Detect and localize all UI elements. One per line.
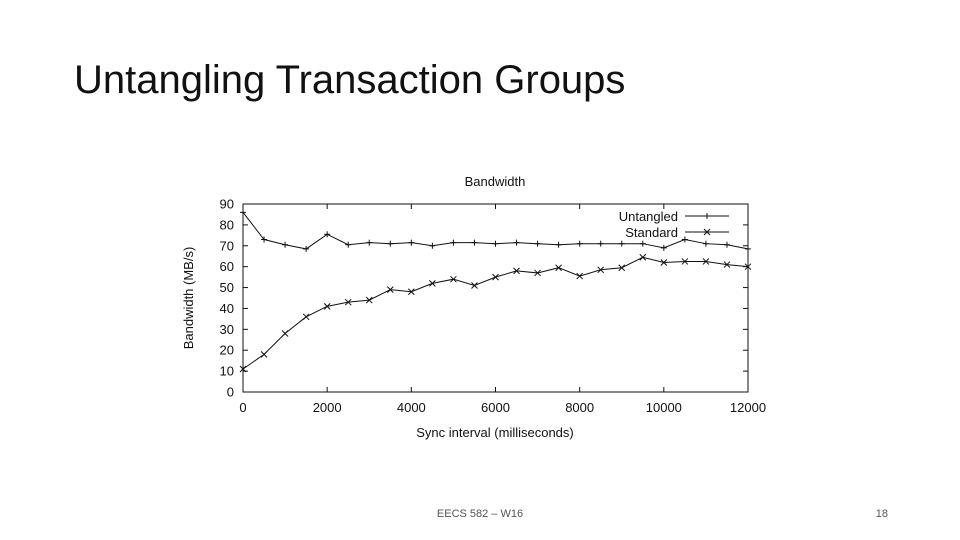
data-point-standard (260, 351, 268, 358)
data-point-untangled (240, 209, 246, 216)
data-point-standard (471, 282, 478, 289)
slide-footer: EECS 582 – W16 (436, 508, 524, 520)
data-point-untangled (471, 239, 478, 246)
x-axis-label: Sync interval (milliseconds) (416, 425, 574, 440)
data-point-standard (407, 288, 415, 296)
x-tick-label: 0 (239, 400, 246, 415)
data-point-untangled (303, 245, 310, 252)
data-point-standard (281, 330, 289, 337)
y-tick-label: 30 (220, 322, 234, 337)
data-point-standard (513, 267, 520, 275)
legend-label-standard: Standard (625, 225, 678, 240)
data-point-standard (302, 313, 310, 321)
y-tick-label: 0 (227, 385, 234, 400)
data-point-untangled (408, 239, 415, 246)
y-axis-label: Bandwidth (MB/s) (181, 247, 196, 350)
y-tick-label: 70 (220, 238, 234, 253)
legend-marker-standard (703, 228, 711, 236)
data-point-untangled (261, 236, 268, 243)
y-tick-label: 80 (220, 217, 234, 232)
y-tick-label: 60 (220, 259, 234, 274)
data-point-untangled (450, 239, 457, 246)
data-point-standard (450, 275, 457, 283)
y-tick-label: 50 (220, 280, 234, 295)
y-tick-label: 40 (220, 301, 234, 316)
y-tick-label: 90 (220, 197, 234, 212)
slide-title: Untangling Transaction Groups (74, 58, 626, 102)
data-point-standard (702, 258, 710, 265)
data-point-untangled (681, 236, 688, 243)
x-axis-ticks: 0 2000 4000 6000 8000 10000 12000 (239, 204, 766, 415)
x-tick-label: 12000 (730, 400, 766, 415)
legend-label-untangled: Untangled (619, 209, 678, 224)
data-point-standard (723, 261, 731, 268)
data-point-standard (429, 280, 436, 287)
data-point-standard (555, 264, 562, 272)
data-point-untangled (555, 241, 562, 248)
data-point-untangled (618, 240, 625, 247)
legend-marker-untangled (704, 213, 710, 219)
data-point-standard (576, 272, 584, 280)
data-point-standard (323, 303, 331, 310)
page-number: 18 (875, 508, 888, 520)
data-point-standard (239, 365, 247, 373)
data-point-untangled (345, 241, 352, 248)
data-point-standard (344, 298, 352, 306)
data-point-standard (660, 259, 668, 266)
data-point-untangled (597, 240, 604, 247)
series-line-standard (242, 256, 749, 370)
data-point-standard (639, 253, 647, 261)
data-point-untangled (282, 241, 289, 248)
data-point-untangled (660, 244, 667, 251)
data-point-untangled (324, 231, 331, 238)
x-tick-label: 8000 (565, 400, 594, 415)
x-tick-label: 10000 (646, 400, 682, 415)
data-point-untangled (534, 240, 541, 247)
data-point-standard (492, 273, 499, 281)
x-tick-label: 4000 (397, 400, 426, 415)
data-point-standard (597, 266, 605, 274)
data-point-standard (744, 263, 752, 271)
data-point-standard (681, 258, 689, 265)
data-point-standard (618, 264, 626, 272)
data-point-untangled (366, 239, 373, 246)
y-tick-label: 10 (220, 364, 234, 379)
data-point-untangled (576, 240, 583, 247)
data-point-untangled (492, 240, 499, 247)
data-point-untangled (387, 240, 394, 247)
data-point-standard (386, 286, 394, 293)
chart-title: Bandwidth (465, 174, 526, 189)
data-point-untangled (723, 241, 730, 248)
y-axis-ticks: 0 10 20 30 40 50 60 70 80 90 (220, 197, 748, 400)
data-point-untangled (429, 242, 436, 249)
data-point-standard (365, 296, 373, 304)
data-point-untangled (513, 239, 520, 246)
data-point-standard (534, 269, 541, 277)
data-point-untangled (702, 240, 709, 247)
y-tick-label: 20 (220, 343, 234, 358)
x-tick-label: 6000 (481, 400, 510, 415)
series-layer (239, 209, 752, 373)
data-point-untangled (745, 245, 751, 252)
x-tick-label: 2000 (313, 400, 342, 415)
data-point-untangled (639, 240, 646, 247)
